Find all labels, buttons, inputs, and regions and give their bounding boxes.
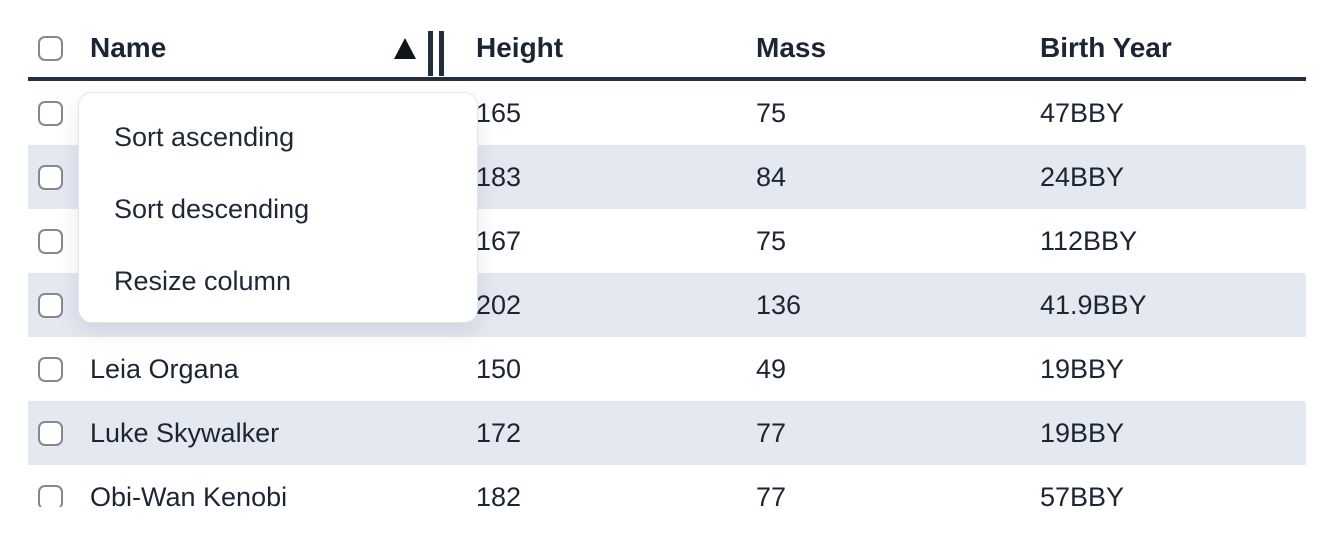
cell-height: 202 — [476, 289, 522, 320]
menu-item-sort-descending[interactable]: Sort descending — [114, 193, 310, 224]
row-checkbox[interactable] — [38, 356, 63, 382]
row-checkbox[interactable] — [38, 100, 63, 126]
table-row[interactable]: Obi-Wan Kenobi 182 77 57BBY — [28, 465, 1306, 507]
data-table: Name Height Mass Birth Year 165 75 47BBY… — [28, 0, 1306, 507]
select-all-checkbox[interactable] — [38, 35, 63, 61]
table-row[interactable]: Luke Skywalker 172 77 19BBY — [28, 401, 1306, 465]
table-header-row: Name Height Mass Birth Year — [28, 0, 1306, 81]
cell-name: Obi-Wan Kenobi — [90, 481, 288, 508]
cell-mass: 77 — [756, 481, 787, 508]
row-checkbox[interactable] — [38, 292, 63, 318]
table-row[interactable]: 165 75 47BBY — [28, 81, 1306, 145]
cell-height: 172 — [476, 417, 522, 448]
menu-item-sort-ascending[interactable]: Sort ascending — [114, 121, 295, 152]
cell-birth-year: 41.9BBY — [1040, 289, 1147, 320]
column-header-name-label: Name — [90, 32, 167, 63]
row-checkbox[interactable] — [38, 164, 63, 190]
cell-birth-year: 112BBY — [1040, 225, 1138, 256]
cell-birth-year: 47BBY — [1040, 97, 1125, 128]
column-header-height[interactable]: Height — [476, 32, 564, 63]
cell-mass: 77 — [756, 417, 787, 448]
cell-birth-year: 24BBY — [1040, 161, 1125, 192]
table-row[interactable]: 202 136 41.9BBY — [28, 273, 1306, 337]
cell-height: 182 — [476, 481, 522, 508]
cell-mass: 136 — [756, 289, 802, 320]
menu-item-resize-column[interactable]: Resize column — [114, 265, 292, 296]
cell-mass: 49 — [756, 353, 787, 384]
cell-height: 150 — [476, 353, 522, 384]
cell-height: 165 — [476, 97, 522, 128]
table-row[interactable]: Leia Organa 150 49 19BBY — [28, 337, 1306, 401]
column-header-birth-year[interactable]: Birth Year — [1040, 32, 1172, 63]
cell-birth-year: 19BBY — [1040, 417, 1125, 448]
cell-name: Leia Organa — [90, 353, 239, 384]
row-checkbox[interactable] — [38, 228, 63, 254]
cell-name: Luke Skywalker — [90, 417, 280, 448]
cell-birth-year: 19BBY — [1040, 353, 1125, 384]
cell-height: 183 — [476, 161, 522, 192]
sort-ascending-icon — [394, 37, 416, 59]
column-header-name[interactable]: Name — [90, 21, 460, 76]
row-checkbox[interactable] — [38, 420, 63, 446]
cell-height: 167 — [476, 225, 522, 256]
column-header-mass[interactable]: Mass — [756, 32, 827, 63]
cell-birth-year: 57BBY — [1040, 481, 1125, 508]
row-checkbox[interactable] — [38, 484, 63, 507]
column-context-menu: Sort ascending Sort descending Resize co… — [78, 92, 478, 323]
column-resize-handle-icon[interactable] — [428, 30, 444, 76]
header-checkbox-cell — [28, 35, 90, 61]
table-row[interactable]: 167 75 112BBY — [28, 209, 1306, 273]
cell-mass: 84 — [756, 161, 787, 192]
cell-mass: 75 — [756, 97, 787, 128]
cell-mass: 75 — [756, 225, 787, 256]
